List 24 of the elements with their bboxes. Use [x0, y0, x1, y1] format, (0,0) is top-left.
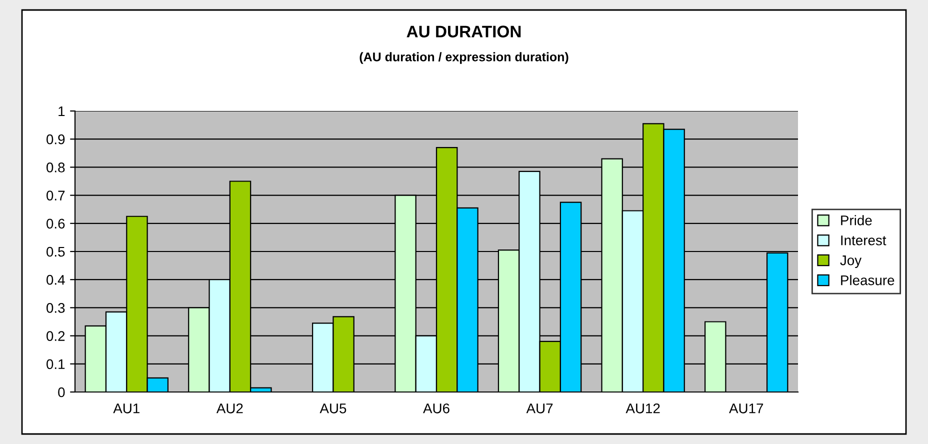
- y-tick-label: 0.1: [46, 359, 65, 370]
- y-tick-label: 1: [58, 106, 65, 116]
- legend-label: Joy: [840, 256, 862, 268]
- y-tick-label: 0.9: [46, 134, 65, 144]
- y-tick-label: 0.3: [46, 303, 65, 313]
- chart-title: AU DURATION: [406, 26, 521, 38]
- x-tick-label: AU1: [113, 404, 140, 414]
- legend-label: Interest: [841, 236, 886, 246]
- x-tick-label: AU5: [320, 404, 346, 414]
- chart-subtitle: (AU duration / expression duration): [360, 52, 568, 64]
- y-tick-label: 0.6: [46, 218, 65, 229]
- x-tick-label: AU2: [216, 403, 243, 414]
- y-tick-label: 0: [58, 387, 65, 398]
- y-tick-label: 0.4: [46, 274, 65, 285]
- y-tick-label: 0.5: [46, 246, 65, 257]
- x-tick-label: AU17: [729, 404, 764, 414]
- y-tick-label: 0.7: [46, 190, 65, 200]
- x-tick-label: AU12: [626, 403, 660, 414]
- x-tick-label: AU7: [526, 404, 553, 414]
- x-tick-label: AU6: [423, 403, 450, 414]
- y-tick-label: 0.2: [46, 331, 65, 341]
- legend-label: Pleasure: [841, 275, 894, 286]
- legend-label: Pride: [841, 215, 872, 226]
- y-tick-label: 0.8: [46, 162, 65, 172]
